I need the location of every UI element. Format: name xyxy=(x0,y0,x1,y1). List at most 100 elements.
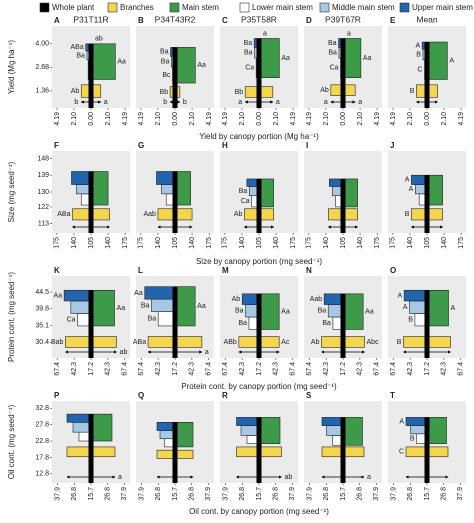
y-tick-label: 122 xyxy=(37,204,49,211)
legend-swatch xyxy=(107,2,118,13)
main-box xyxy=(426,289,449,327)
box-label: Ba xyxy=(318,308,327,315)
bottom-label: a xyxy=(118,474,122,481)
upper-box xyxy=(71,171,92,185)
x-axis-label: Yield by canopy portion (Mg ha⁻¹) xyxy=(199,132,319,141)
x-tick-label: 105 xyxy=(172,237,179,249)
y-tick-label: 4.00 xyxy=(35,41,49,48)
whole-plant-bar xyxy=(256,178,262,233)
x-tick-label: 2.10 xyxy=(407,112,414,126)
box-label: A xyxy=(409,186,414,193)
column-title: P31T11R xyxy=(73,14,108,24)
range-dot xyxy=(173,100,177,104)
panel-letter: K xyxy=(54,266,60,275)
range-dot xyxy=(341,475,345,479)
bottom-label: a xyxy=(205,349,209,356)
x-tick-label: 175 xyxy=(54,237,61,249)
panel-letter: F xyxy=(54,141,59,150)
whole-plant-bar xyxy=(172,171,178,233)
main-box xyxy=(174,286,196,327)
x-tick-label: 37.9 xyxy=(373,487,380,501)
whole-plant-bar xyxy=(256,417,262,483)
x-tick-label: 0.00 xyxy=(340,112,347,126)
legend-label: Lower main stem xyxy=(252,3,313,12)
box-label: B xyxy=(410,88,415,95)
box-label: Aa xyxy=(117,58,126,65)
range-dot xyxy=(257,225,261,229)
main-box xyxy=(90,413,113,442)
main-box xyxy=(174,422,194,448)
y-tick-label: 44.5 xyxy=(35,289,49,296)
x-tick-label: 37.9 xyxy=(457,487,464,501)
range-dot xyxy=(257,475,261,479)
x-tick-label: 42.3 xyxy=(273,362,280,376)
x-tick-label: 67.4 xyxy=(306,362,313,376)
upper-box xyxy=(323,293,344,305)
x-tick-label: 105 xyxy=(88,237,95,249)
range-dot xyxy=(341,225,345,229)
panel-letter: S xyxy=(306,391,312,400)
box-label: Aab xyxy=(143,211,156,218)
box-label: Ca xyxy=(330,65,339,72)
x-tick-label: 140 xyxy=(105,237,112,249)
box-label: Ac xyxy=(281,339,290,346)
panel-letter: O xyxy=(390,266,396,275)
x-tick-label: 4.19 xyxy=(390,112,397,126)
x-tick-label: 4.19 xyxy=(54,112,61,126)
box-label: A xyxy=(405,177,410,184)
panel-letter: A xyxy=(54,16,60,25)
x-tick-label: 175 xyxy=(138,237,145,249)
x-tick-label: 26.8 xyxy=(323,487,330,501)
lower-box xyxy=(157,311,176,327)
column-title: Mean xyxy=(416,14,438,24)
x-tick-label: 2.10 xyxy=(273,112,280,126)
panel-letter: I xyxy=(306,141,308,150)
x-tick-label: 17.2 xyxy=(172,362,179,376)
x-tick-label: 4.19 xyxy=(458,112,465,126)
legend-label: Main stem xyxy=(182,3,219,12)
box-label: Ab xyxy=(311,339,320,346)
x-tick-label: 105 xyxy=(340,237,347,249)
x-tick-label: 140 xyxy=(323,237,330,249)
range-dot xyxy=(257,100,261,104)
box-label: Ba xyxy=(76,52,85,59)
whole-plant-bar xyxy=(340,38,346,109)
y-tick-label: 130 xyxy=(37,189,49,196)
box-label: Aa xyxy=(54,292,63,299)
box-label: Ca xyxy=(241,198,250,205)
bottom-label: a xyxy=(367,474,371,481)
box-label: Aa xyxy=(117,305,126,312)
x-tick-label: 140 xyxy=(357,237,364,249)
bottom-label: a xyxy=(358,99,362,106)
x-tick-label: 26.8 xyxy=(356,487,363,501)
middle-box xyxy=(151,298,176,312)
box-label: Ab xyxy=(71,88,80,95)
box-label: A xyxy=(449,58,454,65)
panel-letter: H xyxy=(222,141,228,150)
top-label: a xyxy=(263,30,267,37)
box-label: A xyxy=(451,305,456,312)
main-box xyxy=(90,171,109,206)
x-tick-label: 26.8 xyxy=(71,487,78,501)
x-tick-label: 0.00 xyxy=(424,112,431,126)
x-tick-label: 140 xyxy=(441,237,448,249)
box-label: Ba xyxy=(244,40,253,47)
bottom-label: ab xyxy=(120,349,128,356)
x-tick-label: 42.3 xyxy=(357,362,364,376)
legend-label: Middle main stem xyxy=(332,3,395,12)
x-tick-label: 140 xyxy=(189,237,196,249)
x-tick-label: 4.19 xyxy=(222,112,229,126)
box-label: A xyxy=(399,418,404,425)
main-box xyxy=(258,417,281,444)
x-tick-label: 2.10 xyxy=(155,112,162,126)
box-label: B xyxy=(408,317,413,324)
whole-plant-bar xyxy=(172,422,178,483)
box-label: Ba xyxy=(238,320,247,327)
main-box xyxy=(90,43,116,80)
x-tick-label: 37.9 xyxy=(55,487,62,501)
middle-box xyxy=(240,425,260,436)
panel-letter: L xyxy=(138,266,143,275)
x-tick-label: 67.4 xyxy=(374,362,381,376)
x-tick-label: 67.4 xyxy=(222,362,229,376)
box-label: A xyxy=(415,42,420,49)
